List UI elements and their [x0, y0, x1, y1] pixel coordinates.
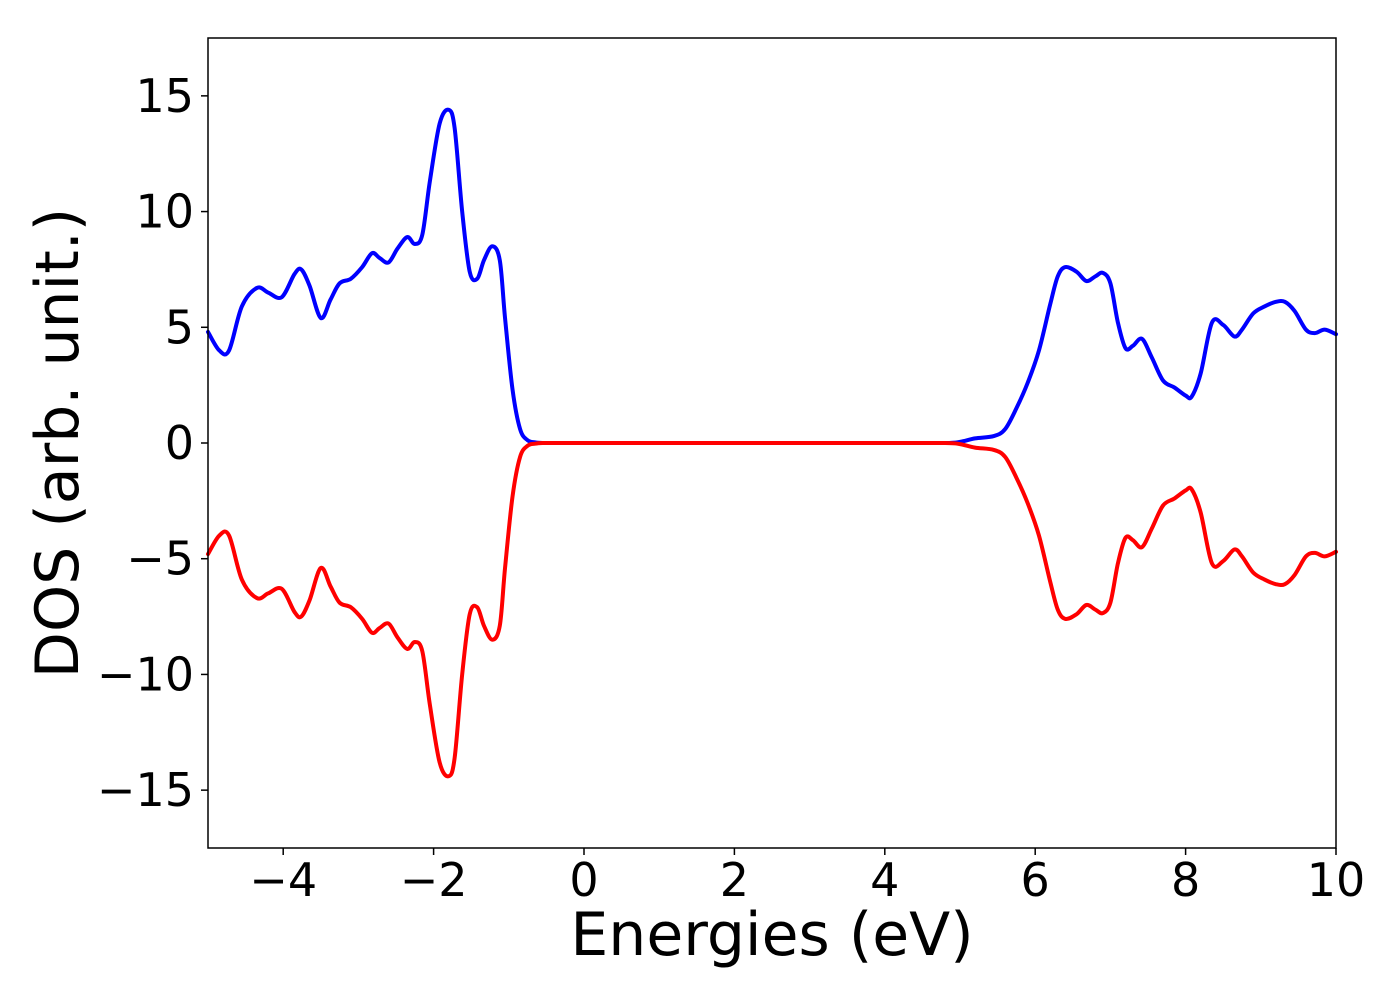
y-tick-label: −5: [126, 532, 194, 586]
x-tick-label: −2: [400, 853, 468, 907]
series-line-spin-down: [206, 440, 1338, 779]
y-tick-label: 5: [165, 300, 194, 354]
x-tick-label: 4: [870, 853, 899, 907]
x-axis: −4 −2 0 2 4 6 8 10: [249, 848, 1365, 907]
x-tick-label: 6: [1021, 853, 1050, 907]
x-tick-label: 2: [720, 853, 749, 907]
x-axis-label: Energies (eV): [570, 900, 973, 970]
y-tick-label: 15: [135, 69, 194, 123]
x-tick-label: 8: [1171, 853, 1200, 907]
series-layer: [206, 107, 1338, 779]
y-tick-label: 10: [135, 185, 194, 239]
x-tick-label: 0: [569, 853, 598, 907]
series-line-spin-up: [206, 107, 1338, 446]
y-tick-label: 0: [165, 416, 194, 470]
x-tick-label: 10: [1307, 853, 1366, 907]
y-tick-label: −10: [97, 647, 194, 701]
x-tick-label: −4: [249, 853, 317, 907]
y-tick-label: −15: [97, 763, 194, 817]
y-axis: −15 −10 −5 0 5 10 15: [97, 69, 208, 817]
y-axis-label: DOS (arb. unit.): [23, 208, 93, 678]
